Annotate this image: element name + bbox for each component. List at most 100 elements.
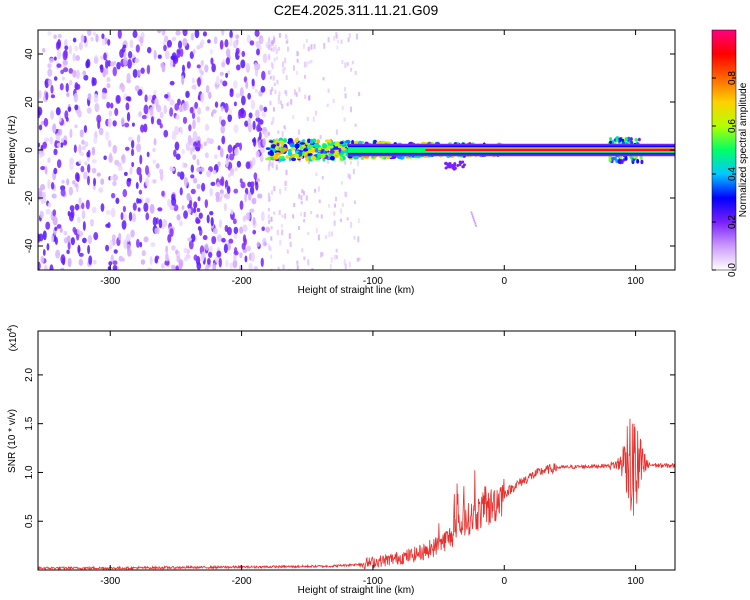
noise-cell <box>353 200 356 205</box>
noise-cell <box>56 159 62 169</box>
signal-cell <box>471 213 474 216</box>
noise-cell <box>270 40 273 44</box>
noise-cell <box>205 106 210 111</box>
y-tick-label: 1.5 <box>24 416 35 430</box>
noise-cell <box>305 61 308 67</box>
noise-cell <box>77 109 82 118</box>
signal-cell <box>461 165 465 169</box>
burst-cell <box>624 137 628 142</box>
noise-cell <box>78 159 82 164</box>
noise-cell <box>185 142 191 152</box>
signal-cell <box>322 143 328 149</box>
noise-cell <box>267 214 270 220</box>
signal-cell <box>329 149 335 154</box>
noise-cell <box>138 189 143 195</box>
noise-cell <box>236 160 242 168</box>
noise-cell <box>87 234 93 245</box>
noise-cell <box>93 232 99 241</box>
noise-cell <box>300 195 303 200</box>
noise-cell <box>130 148 135 157</box>
noise-cell <box>78 258 84 266</box>
noise-cell <box>251 78 255 87</box>
noise-cell <box>169 107 174 117</box>
noise-cell <box>60 254 66 265</box>
noise-cell <box>136 238 140 248</box>
noise-cell <box>277 95 280 101</box>
signal-cell <box>360 156 365 160</box>
noise-cell <box>252 120 256 131</box>
noise-cell <box>124 146 130 151</box>
noise-cell <box>176 214 181 221</box>
noise-cell <box>247 117 252 126</box>
noise-cell <box>93 137 98 144</box>
noise-cell <box>229 30 233 39</box>
noise-cell <box>192 207 197 214</box>
noise-cell <box>357 218 360 223</box>
noise-cell <box>350 67 353 72</box>
noise-cell <box>68 68 74 74</box>
noise-cell <box>260 147 266 154</box>
noise-cell <box>122 44 127 49</box>
signal-cell <box>282 147 288 152</box>
noise-cell <box>230 208 234 215</box>
noise-cell <box>179 187 183 196</box>
noise-cell <box>351 60 354 65</box>
noise-cell <box>93 93 99 103</box>
signal-cell <box>326 152 330 157</box>
noise-cell <box>83 171 88 180</box>
noise-cell <box>260 257 264 267</box>
noise-cell <box>66 92 70 98</box>
noise-cell <box>181 64 186 73</box>
spectrogram-x-ticks: -300 -200 -100 0 100 <box>100 30 644 287</box>
signal-cell <box>310 138 314 144</box>
noise-cell <box>56 249 60 258</box>
noise-cell <box>147 46 152 54</box>
noise-cell <box>39 149 45 157</box>
noise-cell <box>74 104 79 111</box>
noise-cell <box>224 39 229 48</box>
noise-cell <box>192 154 197 160</box>
noise-cell <box>56 63 62 68</box>
noise-cell <box>109 239 113 250</box>
noise-cell <box>187 237 193 242</box>
noise-cell <box>159 123 163 129</box>
noise-cell <box>235 64 241 71</box>
noise-cell <box>282 61 285 68</box>
noise-cell <box>177 171 181 177</box>
noise-cell <box>281 103 284 109</box>
y-tick-label: 1.0 <box>24 465 35 479</box>
noise-cell <box>163 44 167 52</box>
noise-cell <box>239 264 243 270</box>
noise-cell <box>123 57 128 67</box>
signal-cell <box>340 146 346 151</box>
noise-cell <box>204 243 209 251</box>
noise-cell <box>190 32 195 41</box>
noise-cell <box>284 127 287 131</box>
noise-cell <box>118 232 122 241</box>
noise-cell <box>121 154 126 164</box>
noise-cell <box>154 97 159 106</box>
noise-cell <box>269 42 272 47</box>
noise-cell <box>267 70 270 75</box>
noise-cell <box>285 34 288 39</box>
noise-cell <box>173 204 179 212</box>
noise-cell <box>296 51 299 56</box>
noise-cell <box>354 70 357 75</box>
noise-cell <box>270 121 273 125</box>
burst-cell <box>609 137 613 141</box>
noise-cell <box>235 93 241 99</box>
noise-cell <box>118 255 124 262</box>
noise-cell <box>219 79 223 84</box>
noise-cell <box>242 224 248 232</box>
noise-cell <box>162 219 168 228</box>
noise-cell <box>245 212 251 221</box>
noise-cell <box>196 167 201 173</box>
x-tick-label: -300 <box>100 576 120 587</box>
noise-cell <box>219 178 224 186</box>
noise-cell <box>40 184 46 191</box>
burst-cell <box>637 137 641 142</box>
noise-cell <box>267 192 270 197</box>
noise-cell <box>283 125 286 129</box>
noise-cell <box>192 177 198 184</box>
noise-cell <box>221 30 225 36</box>
